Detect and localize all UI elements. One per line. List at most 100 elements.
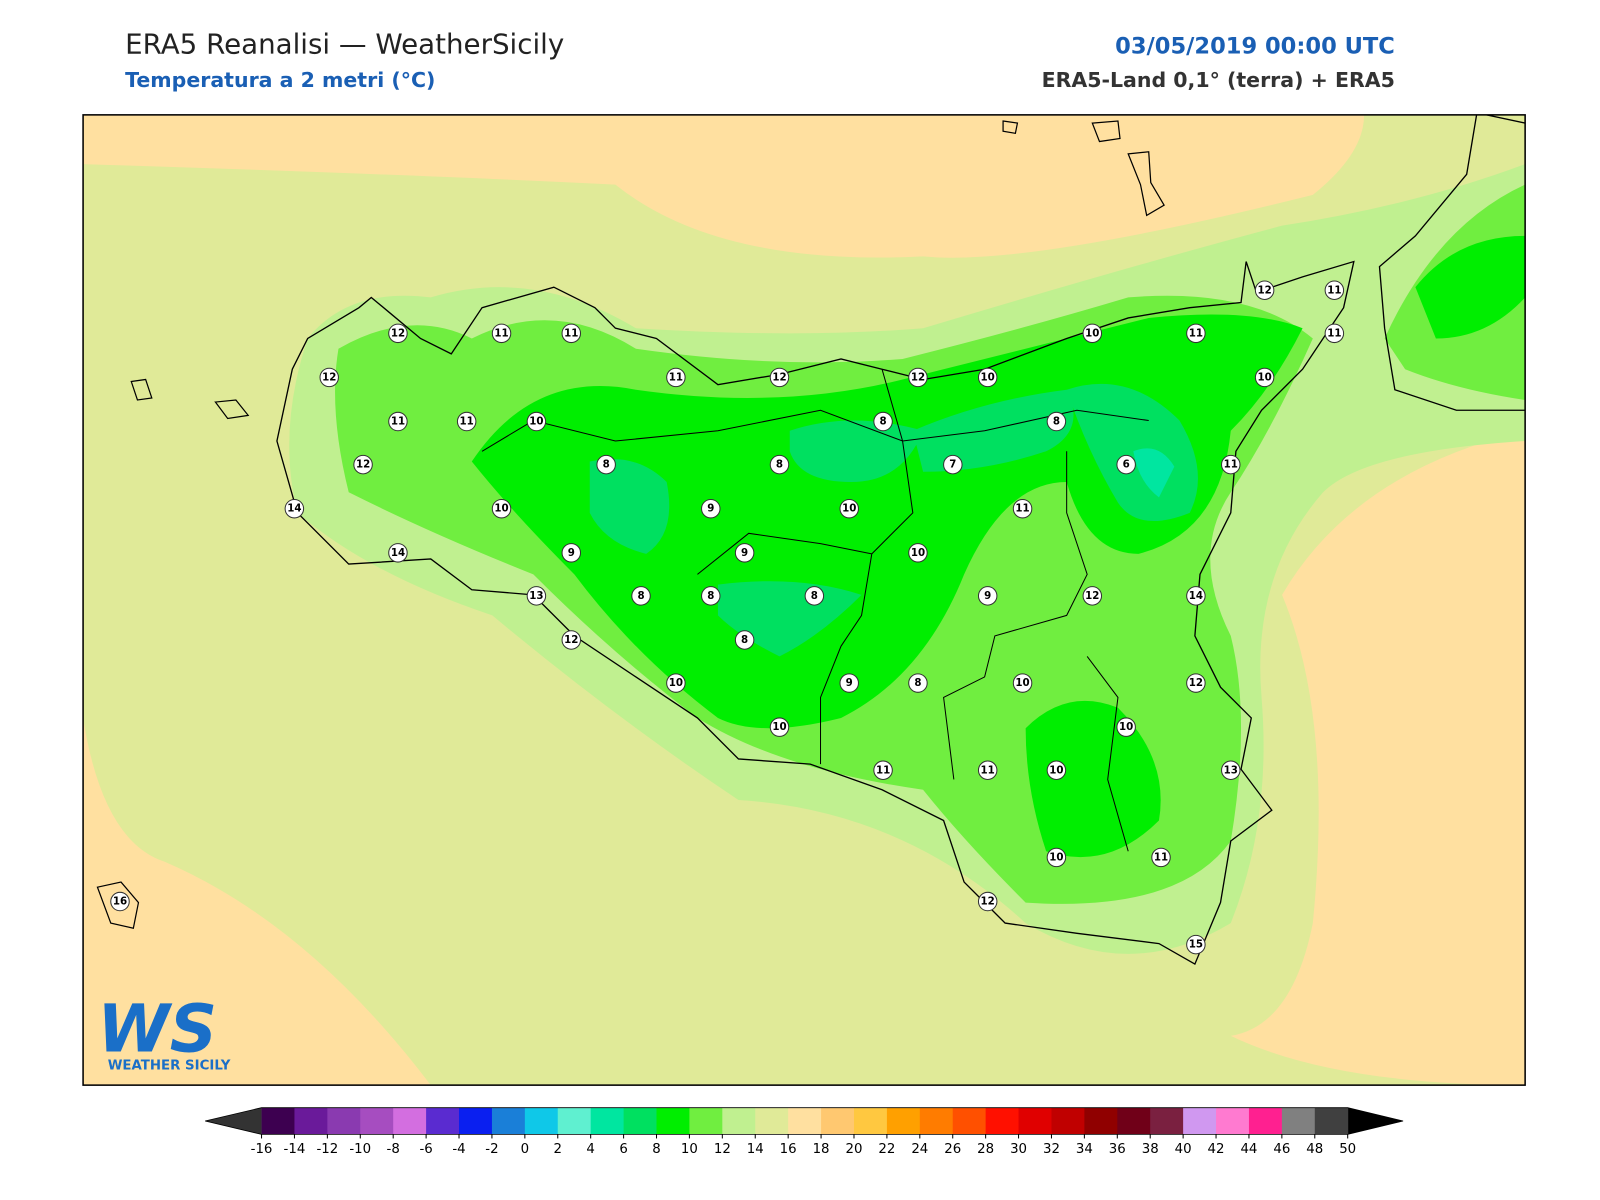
colorbar-tick-label: -4	[452, 1142, 465, 1157]
colorbar-bin	[919, 1107, 954, 1135]
station-value: 10	[772, 721, 786, 733]
station-marker	[1116, 454, 1136, 475]
colorbar-tick-label: 38	[1142, 1142, 1159, 1157]
station-marker	[1324, 280, 1345, 300]
station-value: 9	[846, 677, 853, 689]
logo-mark: WS	[97, 991, 217, 1067]
station-value: 12	[356, 459, 370, 471]
station-value: 11	[876, 764, 890, 776]
station-marker	[1254, 280, 1275, 300]
colorbar-tick-label: 28	[977, 1142, 994, 1157]
station-marker	[908, 367, 928, 388]
colorbar-bin	[656, 1107, 690, 1135]
island	[96, 120, 1165, 929]
colorbar-bin	[393, 1107, 427, 1135]
station-marker	[1221, 760, 1241, 780]
station-marker	[1082, 323, 1103, 344]
station-value: 11	[1015, 503, 1029, 515]
station-value: 10	[494, 503, 508, 515]
station-marker	[804, 586, 825, 606]
source: ERA5-Land 0,1° (terra) + ERA5	[1042, 68, 1395, 92]
station-marker	[596, 454, 616, 475]
colorbar-tick-label: 4	[586, 1142, 594, 1157]
station-marker	[1151, 847, 1171, 868]
field-16-18	[83, 114, 1365, 258]
station-marker	[666, 367, 686, 388]
station-value: 10	[1049, 851, 1063, 863]
colorbar-bin	[557, 1107, 592, 1135]
station-marker	[873, 411, 893, 432]
colorbar-bin	[1281, 1107, 1316, 1135]
station-marker	[1046, 760, 1067, 780]
colorbar-bin	[985, 1107, 1020, 1135]
station-value: 14	[287, 503, 301, 515]
colorbar-tick-label: 14	[747, 1142, 764, 1157]
station-marker	[734, 543, 755, 563]
colorbar-tick-label: 8	[652, 1142, 660, 1157]
colorbar: -16 -14 -12 -10 -8 -6 -4 -2 0 2 4 6 8 10 12 14 16 18 20 22 2…	[205, 1107, 1404, 1157]
station-marker	[1116, 717, 1136, 737]
station-marker	[388, 411, 408, 432]
station-marker	[734, 630, 755, 650]
colorbar-tick-label: -16	[251, 1142, 273, 1157]
station-value: 8	[811, 590, 818, 602]
colorbar-tick-label: -14	[284, 1142, 306, 1157]
station-value: 8	[603, 459, 610, 471]
field-8-10	[1025, 700, 1161, 858]
colorbar-tick-label: 6	[619, 1142, 627, 1157]
station-marker	[1186, 323, 1206, 344]
station-marker	[769, 367, 790, 388]
station-marker	[873, 760, 893, 780]
station-value: 12	[772, 371, 786, 383]
station-value: 14	[391, 547, 405, 559]
station-value: 12	[564, 634, 578, 646]
field-16-18	[1230, 430, 1526, 1086]
station-labels: 12 11 11 12 11 11 10 12 14 10 14 13 9 8 8 12 11 10 9 8 9 8 12 8…	[110, 280, 1345, 955]
station-marker	[977, 367, 998, 388]
colorbar-tick-label: -12	[316, 1142, 338, 1157]
station-marker	[526, 586, 547, 606]
station-value: 11	[1224, 459, 1238, 471]
colorbar-tick-label: 50	[1339, 1142, 1356, 1157]
title: ERA5 Reanalisi — WeatherSicily	[125, 27, 564, 60]
logo-name: WEATHER SICILY	[108, 1059, 231, 1074]
colorbar-bin	[623, 1107, 658, 1135]
station-marker	[456, 411, 477, 432]
colorbar-bin	[360, 1107, 394, 1135]
station-marker	[1046, 847, 1067, 868]
coastline	[1378, 114, 1526, 411]
colorbar-tick-label: 22	[878, 1142, 895, 1157]
station-marker	[631, 586, 651, 606]
station-value: 6	[1123, 459, 1130, 471]
station-marker	[1012, 498, 1033, 519]
colorbar-tick-label: 46	[1273, 1142, 1290, 1157]
colorbar-bin	[1314, 1107, 1349, 1135]
station-value: 8	[707, 590, 714, 602]
station-value: 11	[564, 327, 578, 339]
station-value: 9	[568, 547, 575, 559]
station-marker	[1221, 454, 1241, 475]
colorbar-bin	[821, 1107, 855, 1135]
station-value: 12	[1257, 284, 1271, 296]
station-value: 8	[637, 590, 644, 602]
field-4-6	[1133, 448, 1175, 498]
station-marker	[769, 454, 790, 475]
station-value: 12	[391, 327, 405, 339]
colorbar-over	[1347, 1107, 1404, 1135]
station-value: 8	[914, 677, 921, 689]
station-marker	[769, 717, 790, 737]
station-value: 11	[1154, 851, 1168, 863]
station-value: 10	[529, 416, 543, 428]
station-marker	[1082, 586, 1103, 606]
colorbar-bin	[327, 1107, 361, 1135]
colorbar-tick-label: 12	[714, 1142, 731, 1157]
station-value: 14	[1189, 590, 1203, 602]
station-marker	[491, 498, 512, 519]
station-value: 11	[391, 416, 405, 428]
colorbar-bin	[1018, 1107, 1052, 1135]
colorbar-bin	[788, 1107, 822, 1135]
station-value: 8	[776, 459, 783, 471]
station-marker	[701, 498, 721, 519]
colorbar-tick-label: 0	[521, 1142, 529, 1157]
